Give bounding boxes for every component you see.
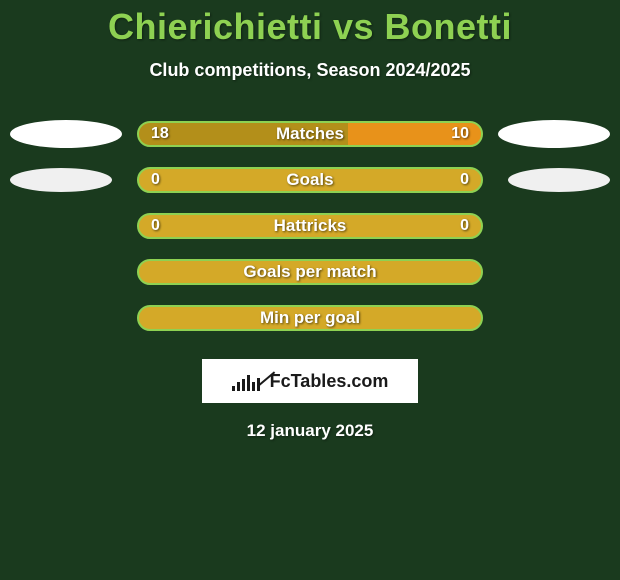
- page-title: Chierichietti vs Bonetti: [0, 0, 620, 48]
- stat-bar: Hattricks 0 0: [137, 213, 483, 239]
- player-marker-left: [10, 120, 122, 148]
- stat-row: Goals 0 0: [10, 157, 610, 203]
- chart-icon-bar: [237, 382, 240, 391]
- chart-icon-bar: [242, 379, 245, 391]
- site-logo: FcTables.com: [202, 359, 418, 403]
- date-text: 12 january 2025: [0, 421, 620, 441]
- stat-label: Min per goal: [260, 308, 360, 328]
- stat-label: Goals per match: [243, 262, 376, 282]
- chart-icon-bar: [232, 386, 235, 391]
- stat-row: Matches 18 10: [10, 111, 610, 157]
- stat-bar: Goals 0 0: [137, 167, 483, 193]
- stats-area: Matches 18 10 Goals 0 0 Hattricks 0 0 Goals per m…: [0, 111, 620, 341]
- player1-name: Chierichietti: [108, 6, 323, 47]
- stat-row: Hattricks 0 0: [10, 203, 610, 249]
- stat-value-right: 10: [451, 125, 469, 143]
- stat-label: Matches: [276, 124, 344, 144]
- comparison-infographic: Chierichietti vs Bonetti Club competitio…: [0, 0, 620, 580]
- stat-value-left: 18: [151, 125, 169, 143]
- stat-bar: Goals per match: [137, 259, 483, 285]
- stat-bar: Min per goal: [137, 305, 483, 331]
- player2-name: Bonetti: [385, 6, 512, 47]
- chart-icon: [232, 371, 264, 391]
- stat-row: Min per goal: [10, 295, 610, 341]
- player-marker-right: [498, 120, 610, 148]
- chart-icon-bar: [247, 375, 250, 391]
- vs-separator: vs: [323, 6, 385, 47]
- stat-label: Goals: [286, 170, 333, 190]
- chart-icon-bar: [252, 382, 255, 391]
- subtitle: Club competitions, Season 2024/2025: [0, 60, 620, 81]
- stat-value-right: 0: [460, 171, 469, 189]
- player-marker-left: [10, 168, 112, 192]
- stat-value-left: 0: [151, 171, 160, 189]
- stat-label: Hattricks: [274, 216, 347, 236]
- stat-value-left: 0: [151, 217, 160, 235]
- stat-bar: Matches 18 10: [137, 121, 483, 147]
- stat-row: Goals per match: [10, 249, 610, 295]
- stat-value-right: 0: [460, 217, 469, 235]
- player-marker-right: [508, 168, 610, 192]
- logo-text: FcTables.com: [270, 371, 389, 392]
